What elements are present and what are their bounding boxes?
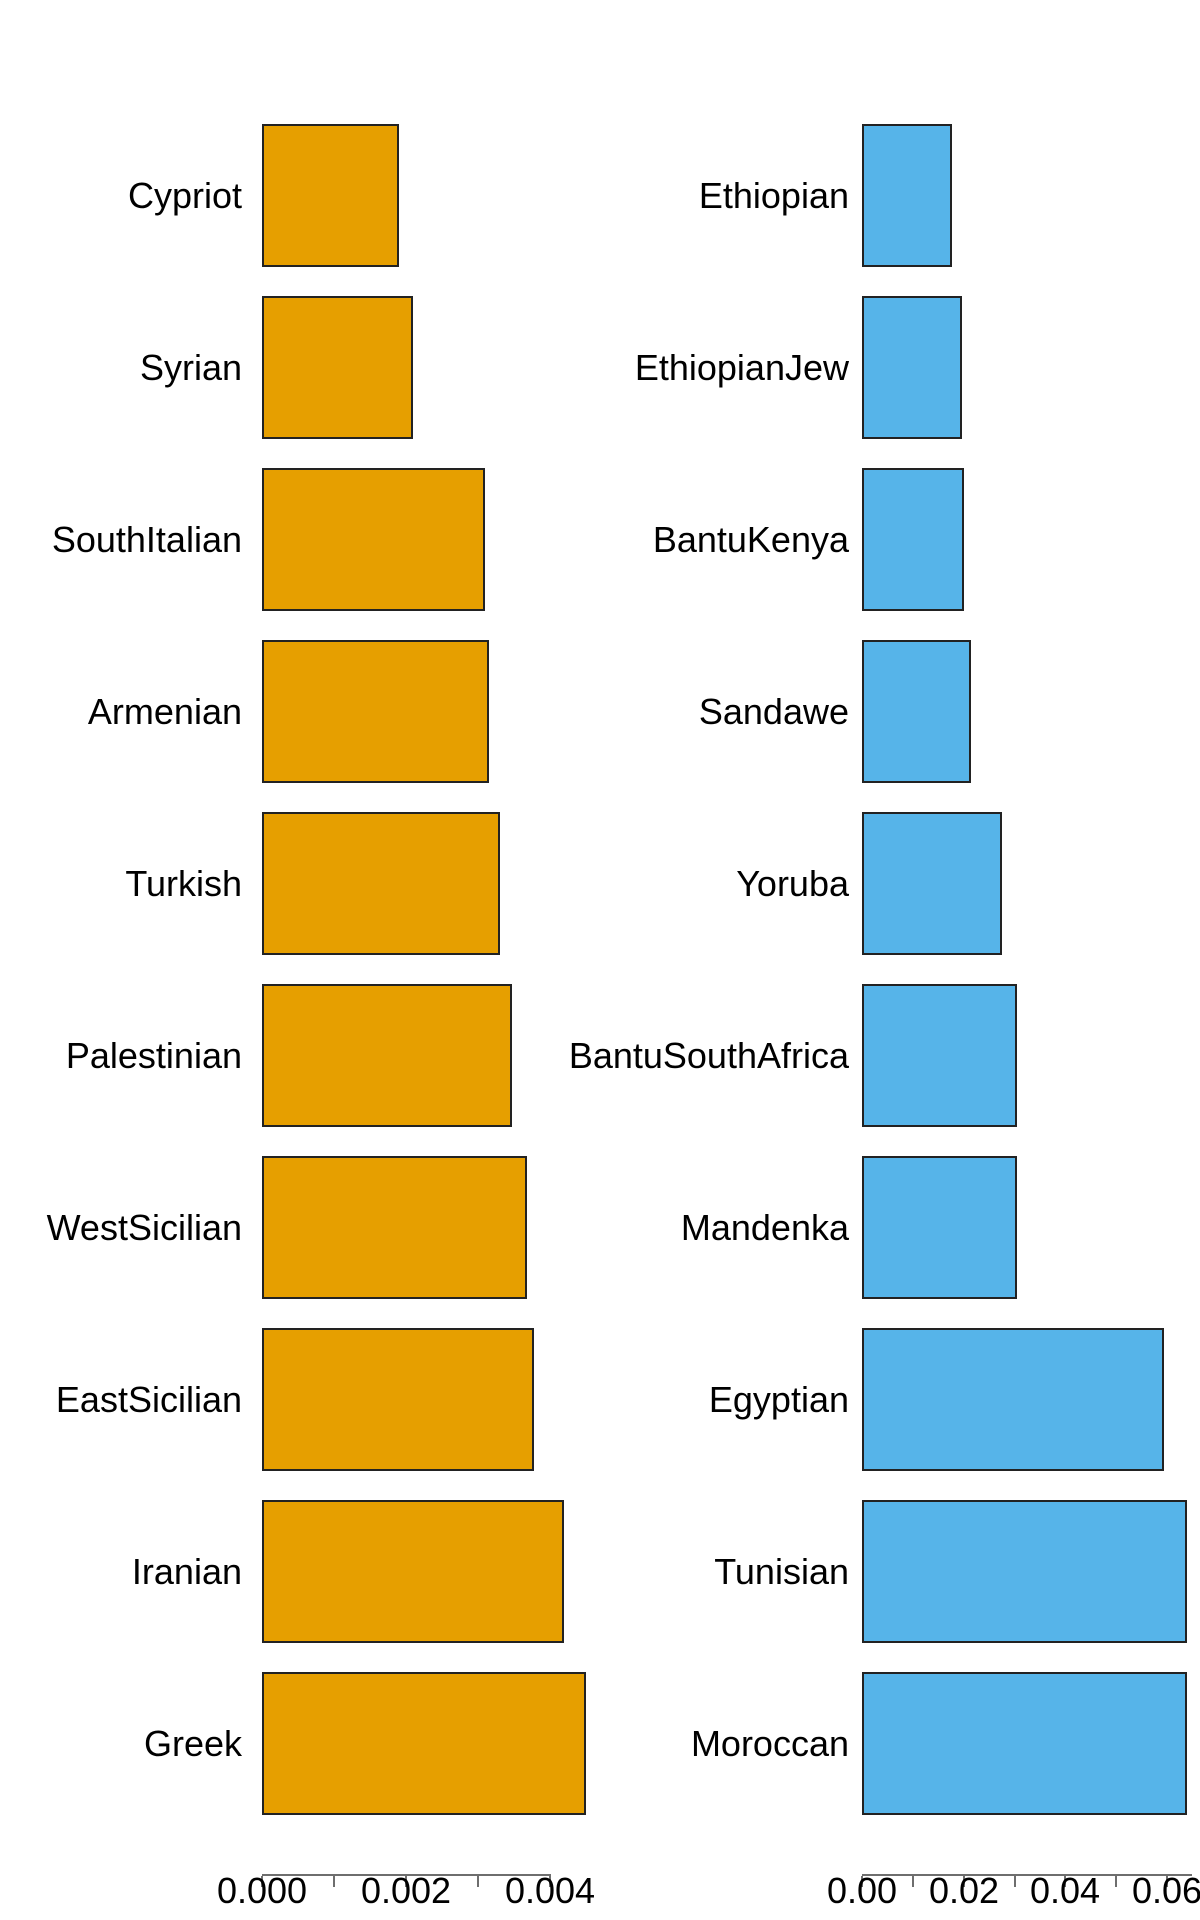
x-axis-tick-label: 0.002 [360,1870,452,1911]
bar [862,296,962,439]
bar [862,468,964,611]
category-label: Armenian [87,691,242,732]
category-label: Tunisian [714,1551,849,1592]
bar [862,812,1002,955]
x-axis-tick [549,1876,551,1887]
category-label: Iranian [131,1551,242,1592]
x-axis-tick [1064,1876,1066,1887]
bar [262,984,512,1127]
category-label: SouthItalian [51,519,242,560]
x-axis-tick [1115,1876,1117,1887]
category-label: Sandawe [698,691,849,732]
category-label: Mandenka [680,1207,849,1248]
category-label: EthiopianJew [634,347,849,388]
bar [262,468,485,611]
bar [862,124,952,267]
category-label: Palestinian [65,1035,242,1076]
category-label: Ethiopian [698,175,849,216]
x-axis-tick [477,1876,479,1887]
category-label: Cypriot [127,175,242,216]
bar [862,1672,1187,1815]
x-axis-tick [963,1876,965,1887]
x-axis-tick [912,1876,914,1887]
bar [262,640,489,783]
bar [862,1500,1187,1643]
category-label: EastSicilian [55,1379,242,1420]
category-label: Egyptian [708,1379,849,1420]
category-label: Greek [143,1723,242,1764]
x-axis-line [262,1874,551,1876]
category-label: Moroccan [690,1723,849,1764]
category-label: Yoruba [736,863,849,904]
category-label: BantuSouthAfrica [568,1035,849,1076]
category-label: Syrian [139,347,242,388]
category-label: WestSicilian [46,1207,242,1248]
x-axis-tick-label: 0.02 [928,1870,1000,1911]
bar [862,1328,1164,1471]
bar [862,640,971,783]
bar [262,1156,527,1299]
x-axis-tick [261,1876,263,1887]
x-axis-tick-label: 0.06 [1131,1870,1200,1911]
x-axis-tick [405,1876,407,1887]
bar [262,1672,586,1815]
x-axis-line [862,1874,1192,1876]
x-axis-tick [1166,1876,1168,1887]
category-label: BantuKenya [652,519,849,560]
x-axis-tick-label: 0.004 [504,1870,596,1911]
category-label: Turkish [125,863,242,904]
bar [262,1500,564,1643]
x-axis-tick [1014,1876,1016,1887]
bar [262,1328,534,1471]
bar [262,296,413,439]
bar [262,124,399,267]
bar [862,984,1017,1127]
x-axis-tick [861,1876,863,1887]
bar [862,1156,1017,1299]
x-axis-tick [333,1876,335,1887]
bar [262,812,500,955]
x-axis-tick-label: 0.000 [216,1870,308,1911]
x-axis-tick-label: 0.04 [1029,1870,1101,1911]
x-axis-tick-label: 0.00 [826,1870,898,1911]
